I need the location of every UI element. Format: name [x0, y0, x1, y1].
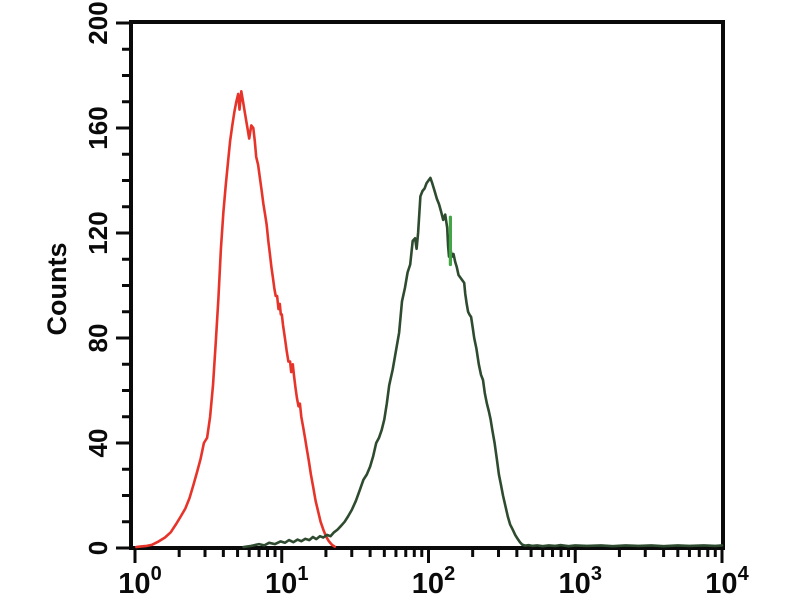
y-axis-tick-label: 40: [83, 429, 113, 458]
x-axis-tick-label: 104: [705, 563, 749, 600]
y-axis-title: Counts: [42, 243, 72, 336]
y-axis-tick-label: 80: [83, 324, 113, 353]
green-stained-peak-curve: [242, 176, 724, 549]
x-axis-tick-label: 101: [265, 563, 308, 600]
y-axis-tick-label: 200: [83, 1, 113, 44]
x-axis-tick-label: 103: [559, 563, 602, 600]
y-axis-tick-label: 0: [83, 541, 113, 555]
red-control-peak-curve: [135, 90, 337, 549]
y-axis-tick-label: 160: [83, 106, 113, 149]
x-axis-tick-label: 100: [118, 563, 161, 600]
y-axis-tick-label: 120: [83, 211, 113, 254]
plot-frame: [129, 20, 725, 550]
x-axis-tick-label: 102: [412, 563, 455, 600]
